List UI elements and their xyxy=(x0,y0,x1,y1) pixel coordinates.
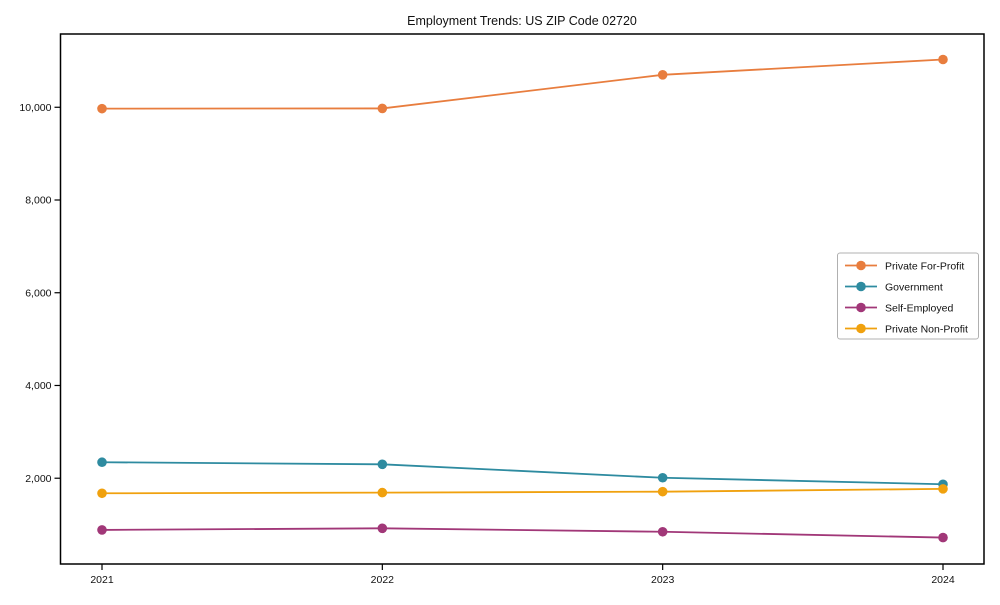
axes-frame xyxy=(59,33,985,565)
legend-label: Private Non-Profit xyxy=(885,323,968,335)
legend-label: Self-Employed xyxy=(885,302,953,314)
y-axis-tick-label: 8,000 xyxy=(25,195,51,207)
data-point-marker xyxy=(657,486,668,497)
series-line-government xyxy=(101,461,944,486)
series-line-self-employed xyxy=(101,527,944,539)
legend-marker xyxy=(856,323,866,334)
series-line-private-non-profit xyxy=(101,487,944,495)
data-point-marker xyxy=(97,525,107,535)
data-point-marker xyxy=(657,472,668,483)
legend-label: Government xyxy=(885,281,943,293)
data-point-marker xyxy=(377,459,388,470)
y-axis-tick-label: 2,000 xyxy=(25,473,51,485)
y-axis-tick-label: 10,000 xyxy=(19,102,51,114)
data-point-marker xyxy=(97,457,107,468)
chart-title: Employment Trends: US ZIP Code 02720 xyxy=(407,14,637,28)
legend-marker xyxy=(856,302,866,313)
series-line-private-for-profit xyxy=(101,58,944,110)
data-point-marker xyxy=(377,487,388,498)
data-point-marker xyxy=(938,484,948,494)
x-axis-tick-label: 2023 xyxy=(651,574,675,586)
legend-marker xyxy=(856,260,866,271)
data-point-marker xyxy=(377,523,388,534)
data-point-marker xyxy=(97,103,107,114)
data-point-marker xyxy=(938,532,948,543)
y-axis-tick-label: 6,000 xyxy=(25,287,51,299)
x-axis-tick-label: 2022 xyxy=(371,574,395,586)
y-axis-tick-label: 4,000 xyxy=(25,380,51,392)
data-point-marker xyxy=(377,103,388,114)
legend-box xyxy=(837,252,979,340)
data-point-marker xyxy=(657,526,668,537)
data-point-marker xyxy=(938,54,948,65)
data-point-marker xyxy=(657,70,668,80)
x-axis-tick-label: 2021 xyxy=(90,574,114,586)
x-axis-tick-label: 2024 xyxy=(931,574,955,586)
data-point-marker xyxy=(97,488,107,499)
legend-label: Private For-Profit xyxy=(885,260,964,272)
plot-area: 2,000 4,000 6,000 8,000 10,000 2021 2022 2023 20… xyxy=(19,33,985,586)
legend-marker xyxy=(856,281,866,292)
